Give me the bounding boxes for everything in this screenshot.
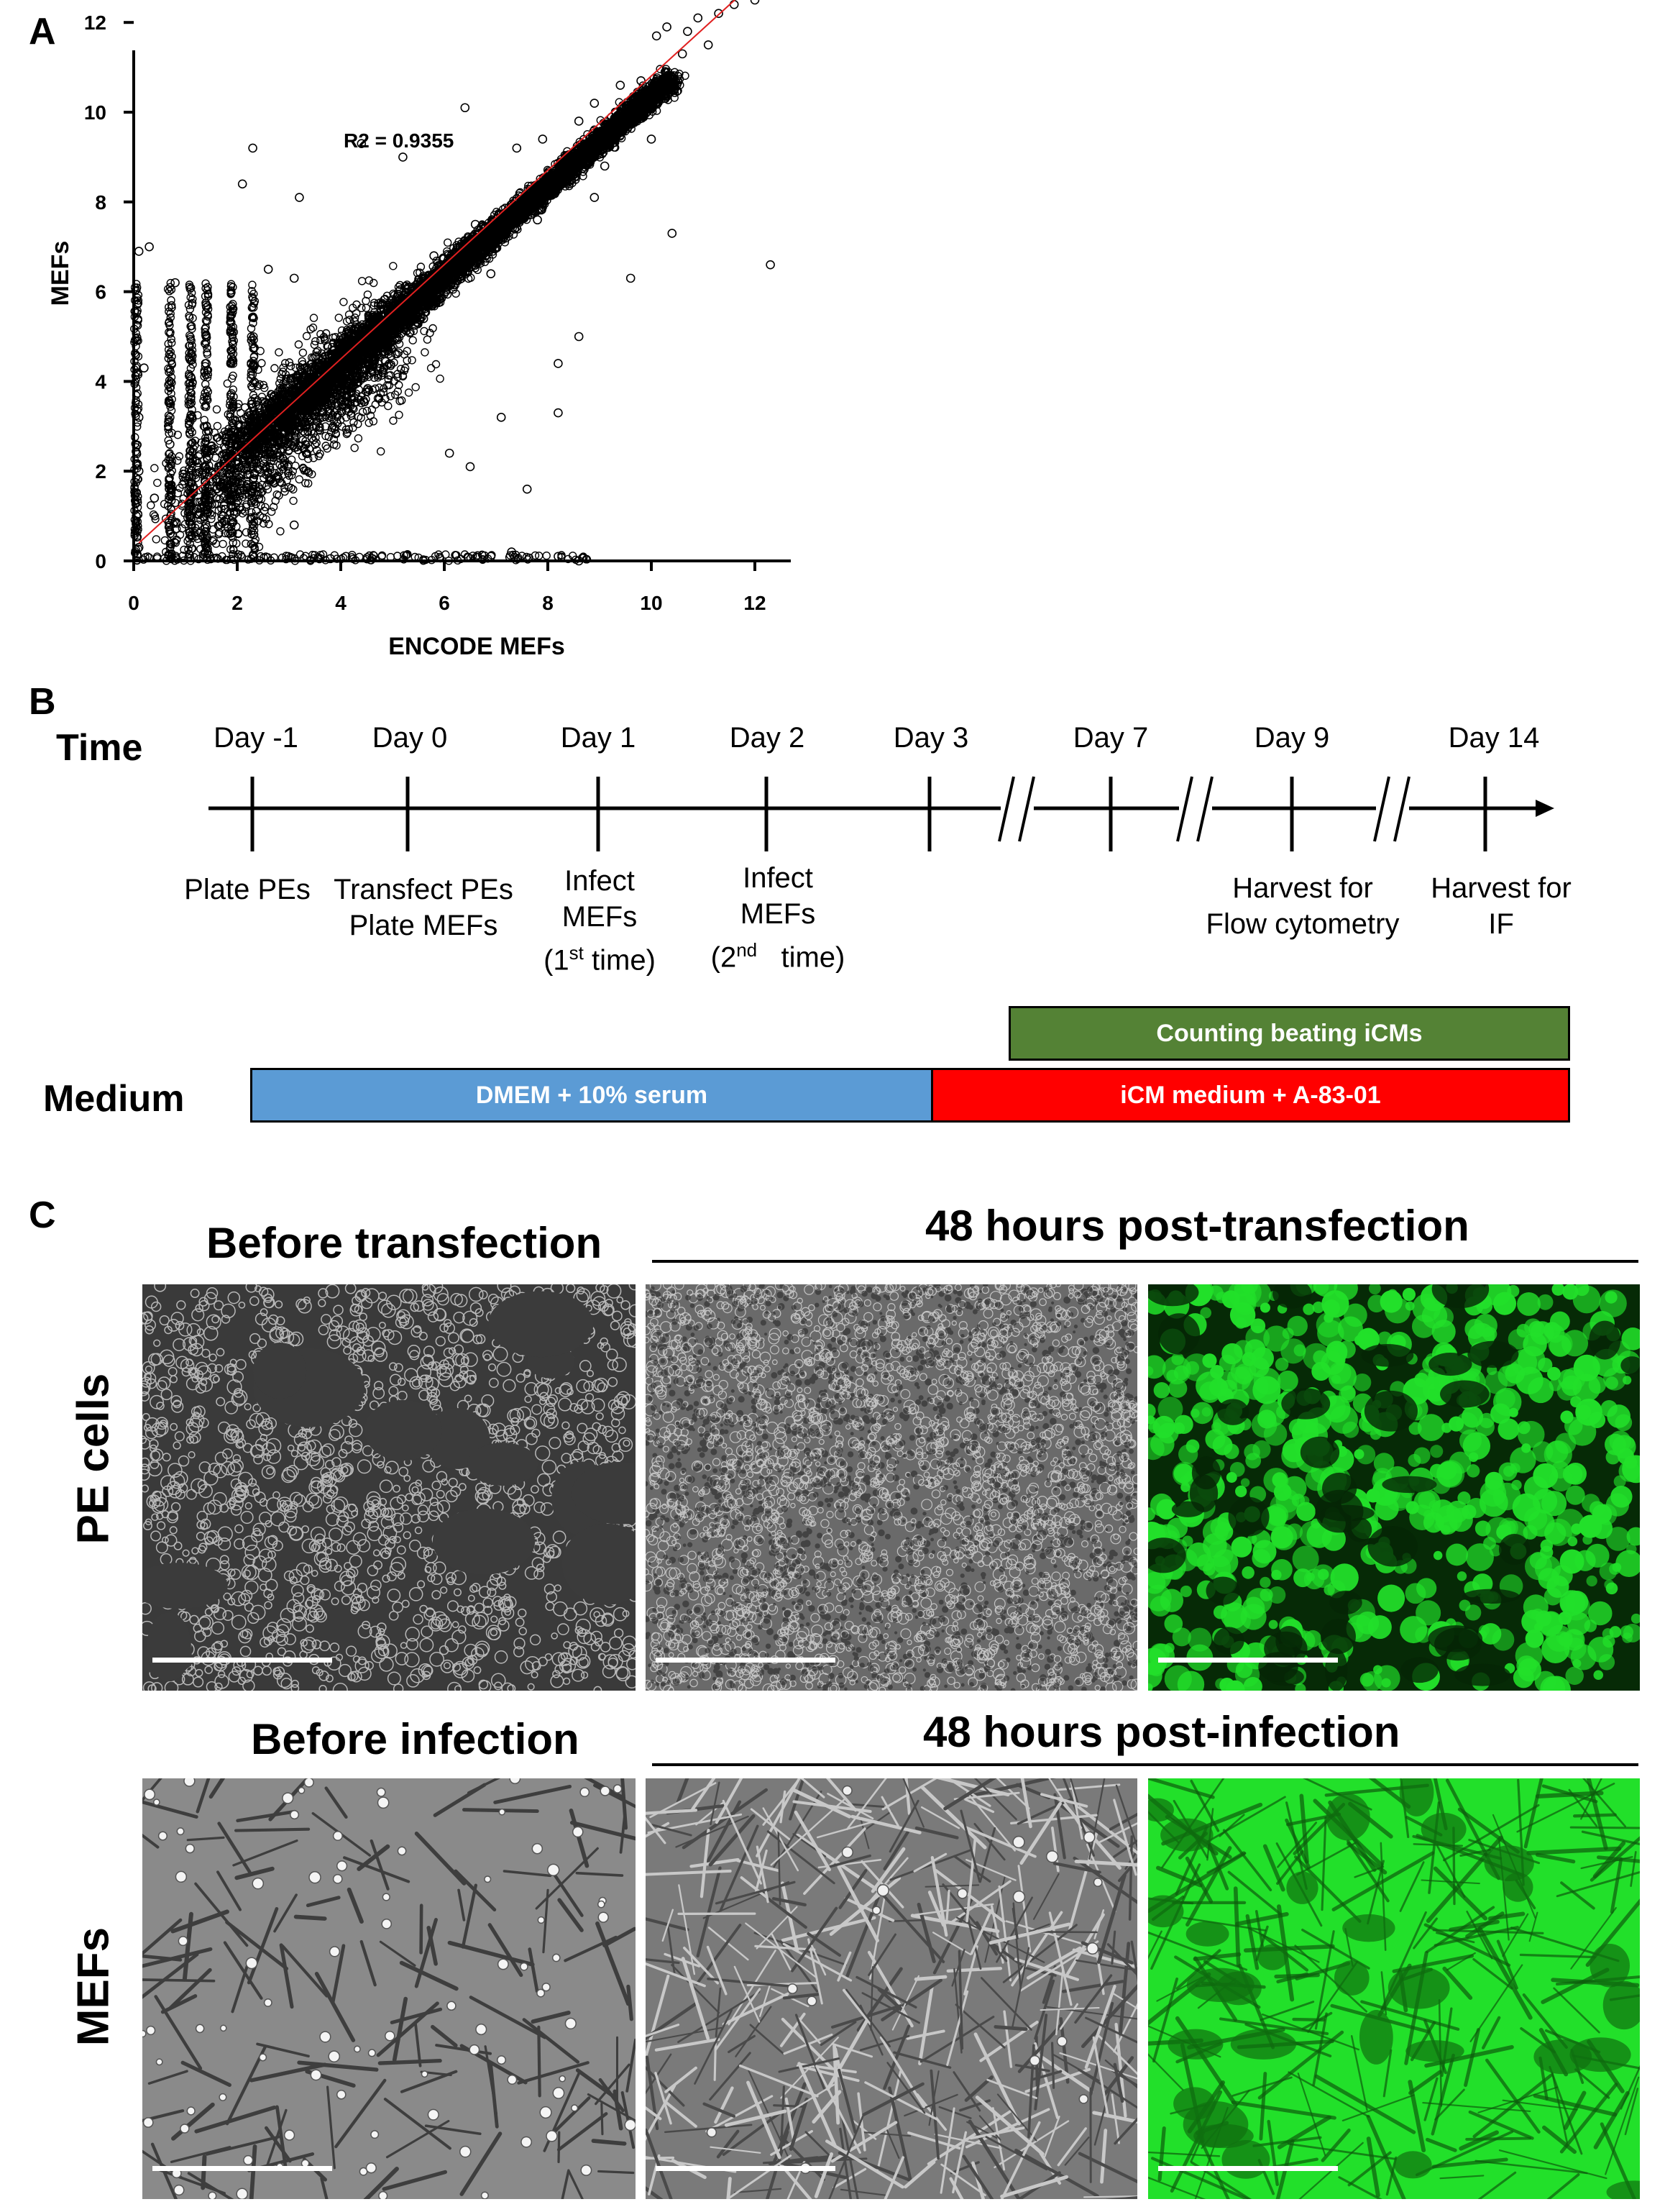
scatter-point	[538, 135, 546, 143]
scatter-point	[446, 449, 454, 457]
scatter-point	[554, 360, 562, 367]
scatter-point	[616, 81, 624, 89]
post-transfection-rule	[652, 1260, 1638, 1263]
scatter-point	[249, 144, 257, 152]
mefs-post-infection-gfp-image	[1148, 1778, 1640, 2199]
scatter-point	[523, 485, 531, 493]
x-axis-title: ENCODE MEFs	[388, 633, 565, 660]
scatter-point	[239, 180, 247, 188]
x-tick-label: 8	[542, 592, 554, 614]
scatter-point	[653, 32, 661, 40]
scatter-point	[265, 265, 272, 273]
timeline-arrowhead	[1536, 800, 1554, 817]
day-label: Day 0	[302, 722, 518, 754]
pe-cells-row-label: PE cells	[68, 1401, 119, 1545]
pe-cells-before-transfection-image	[142, 1284, 636, 1691]
mefs-row-label: MEFs	[68, 1915, 119, 2059]
scatter-point	[730, 1, 738, 9]
x-tick-label: 0	[128, 592, 139, 614]
scatter-point	[467, 462, 474, 470]
y-tick-label: 2	[95, 460, 106, 483]
y-tick-label: 10	[84, 101, 106, 124]
scatter-point	[399, 153, 407, 161]
scatter-point	[590, 99, 598, 107]
scale-bar	[656, 2166, 835, 2171]
scatter-point	[487, 270, 495, 278]
scatter-point	[648, 135, 656, 143]
before-infection-title: Before infection	[251, 1714, 579, 1764]
pe-cells-post-transfection-gfp-image	[1148, 1284, 1640, 1691]
scatter-point	[150, 494, 158, 502]
scatter-point	[171, 279, 179, 287]
scale-bar	[1158, 2166, 1338, 2171]
scatter-point	[513, 144, 520, 152]
pe-cells-post-transfection-phase-image	[646, 1284, 1137, 1691]
scatter-point	[751, 0, 759, 4]
scatter-point	[135, 247, 143, 255]
x-tick-label: 2	[231, 592, 243, 614]
scatter-point	[705, 41, 712, 49]
scatter-point	[290, 274, 298, 282]
event-line: Infect	[656, 860, 900, 896]
scatter-point	[461, 104, 469, 111]
scatter-point	[290, 521, 298, 529]
mefs-post-infection-phase-image	[646, 1778, 1137, 2199]
r2-annotation: R2 = 0.9355	[344, 129, 454, 152]
day-label: Day 14	[1386, 722, 1602, 754]
event-line: IF	[1379, 906, 1623, 942]
y-tick-label: 6	[95, 281, 106, 303]
timeline-event: Harvest for IF	[1379, 870, 1623, 942]
scatter-point	[533, 216, 541, 224]
x-tick-label: 6	[439, 592, 450, 614]
y-tick-label: 0	[95, 550, 106, 572]
y-tick-label: 8	[95, 191, 106, 214]
y-axis-title: MEFs	[47, 241, 74, 306]
scatter-point	[145, 243, 153, 251]
scale-bar	[656, 1658, 835, 1663]
post-infection-title: 48 hours post-infection	[923, 1707, 1400, 1757]
x-tick-label: 4	[335, 592, 347, 614]
x-tick-label: 12	[743, 592, 766, 614]
scatter-point	[590, 193, 598, 201]
post-transfection-title: 48 hours post-transfection	[925, 1201, 1469, 1251]
dmem-bar: DMEM + 10% serum	[250, 1068, 933, 1123]
scatter-point	[295, 193, 303, 201]
x-tick-label: 10	[640, 592, 662, 614]
event-line: MEFs	[656, 896, 900, 932]
before-transfection-title: Before transfection	[206, 1218, 602, 1268]
scatter-plot: 0 2 4 6 8 10 12 0 2 4 6 8 10 12 R2 = 0.9355 ENCODE M…	[0, 0, 863, 690]
event-ordinal: (2nd time)	[656, 932, 900, 975]
panel-label-c: C	[29, 1194, 56, 1237]
scale-bar	[1158, 1658, 1338, 1663]
scatter-point	[766, 261, 774, 269]
scatter-point	[601, 162, 609, 170]
post-infection-rule	[652, 1763, 1638, 1766]
scatter-point	[575, 117, 583, 125]
y-tick-label: 4	[95, 370, 106, 393]
scale-bar	[152, 2166, 332, 2171]
timeline-event: Infect MEFs (2nd time)	[656, 860, 900, 975]
scatter-point	[694, 14, 702, 22]
counting-beating-bar: Counting beating iCMs	[1009, 1006, 1570, 1061]
scatter-point	[668, 229, 676, 237]
y-tick-label: 12	[84, 12, 106, 34]
mefs-before-infection-image	[142, 1778, 636, 2199]
scatter-point	[684, 27, 692, 35]
scale-bar	[152, 1658, 332, 1663]
scatter-point	[554, 409, 562, 417]
scatter-point	[140, 364, 148, 372]
medium-row-label: Medium	[43, 1077, 184, 1120]
event-line: Harvest for	[1379, 870, 1623, 906]
scatter-point	[663, 23, 671, 31]
day-label: Day 9	[1184, 722, 1400, 754]
icm-medium-bar: iCM medium + A-83-01	[931, 1068, 1570, 1123]
scatter-point	[497, 413, 505, 421]
scatter-point	[627, 274, 635, 282]
scatter-point	[575, 333, 583, 341]
